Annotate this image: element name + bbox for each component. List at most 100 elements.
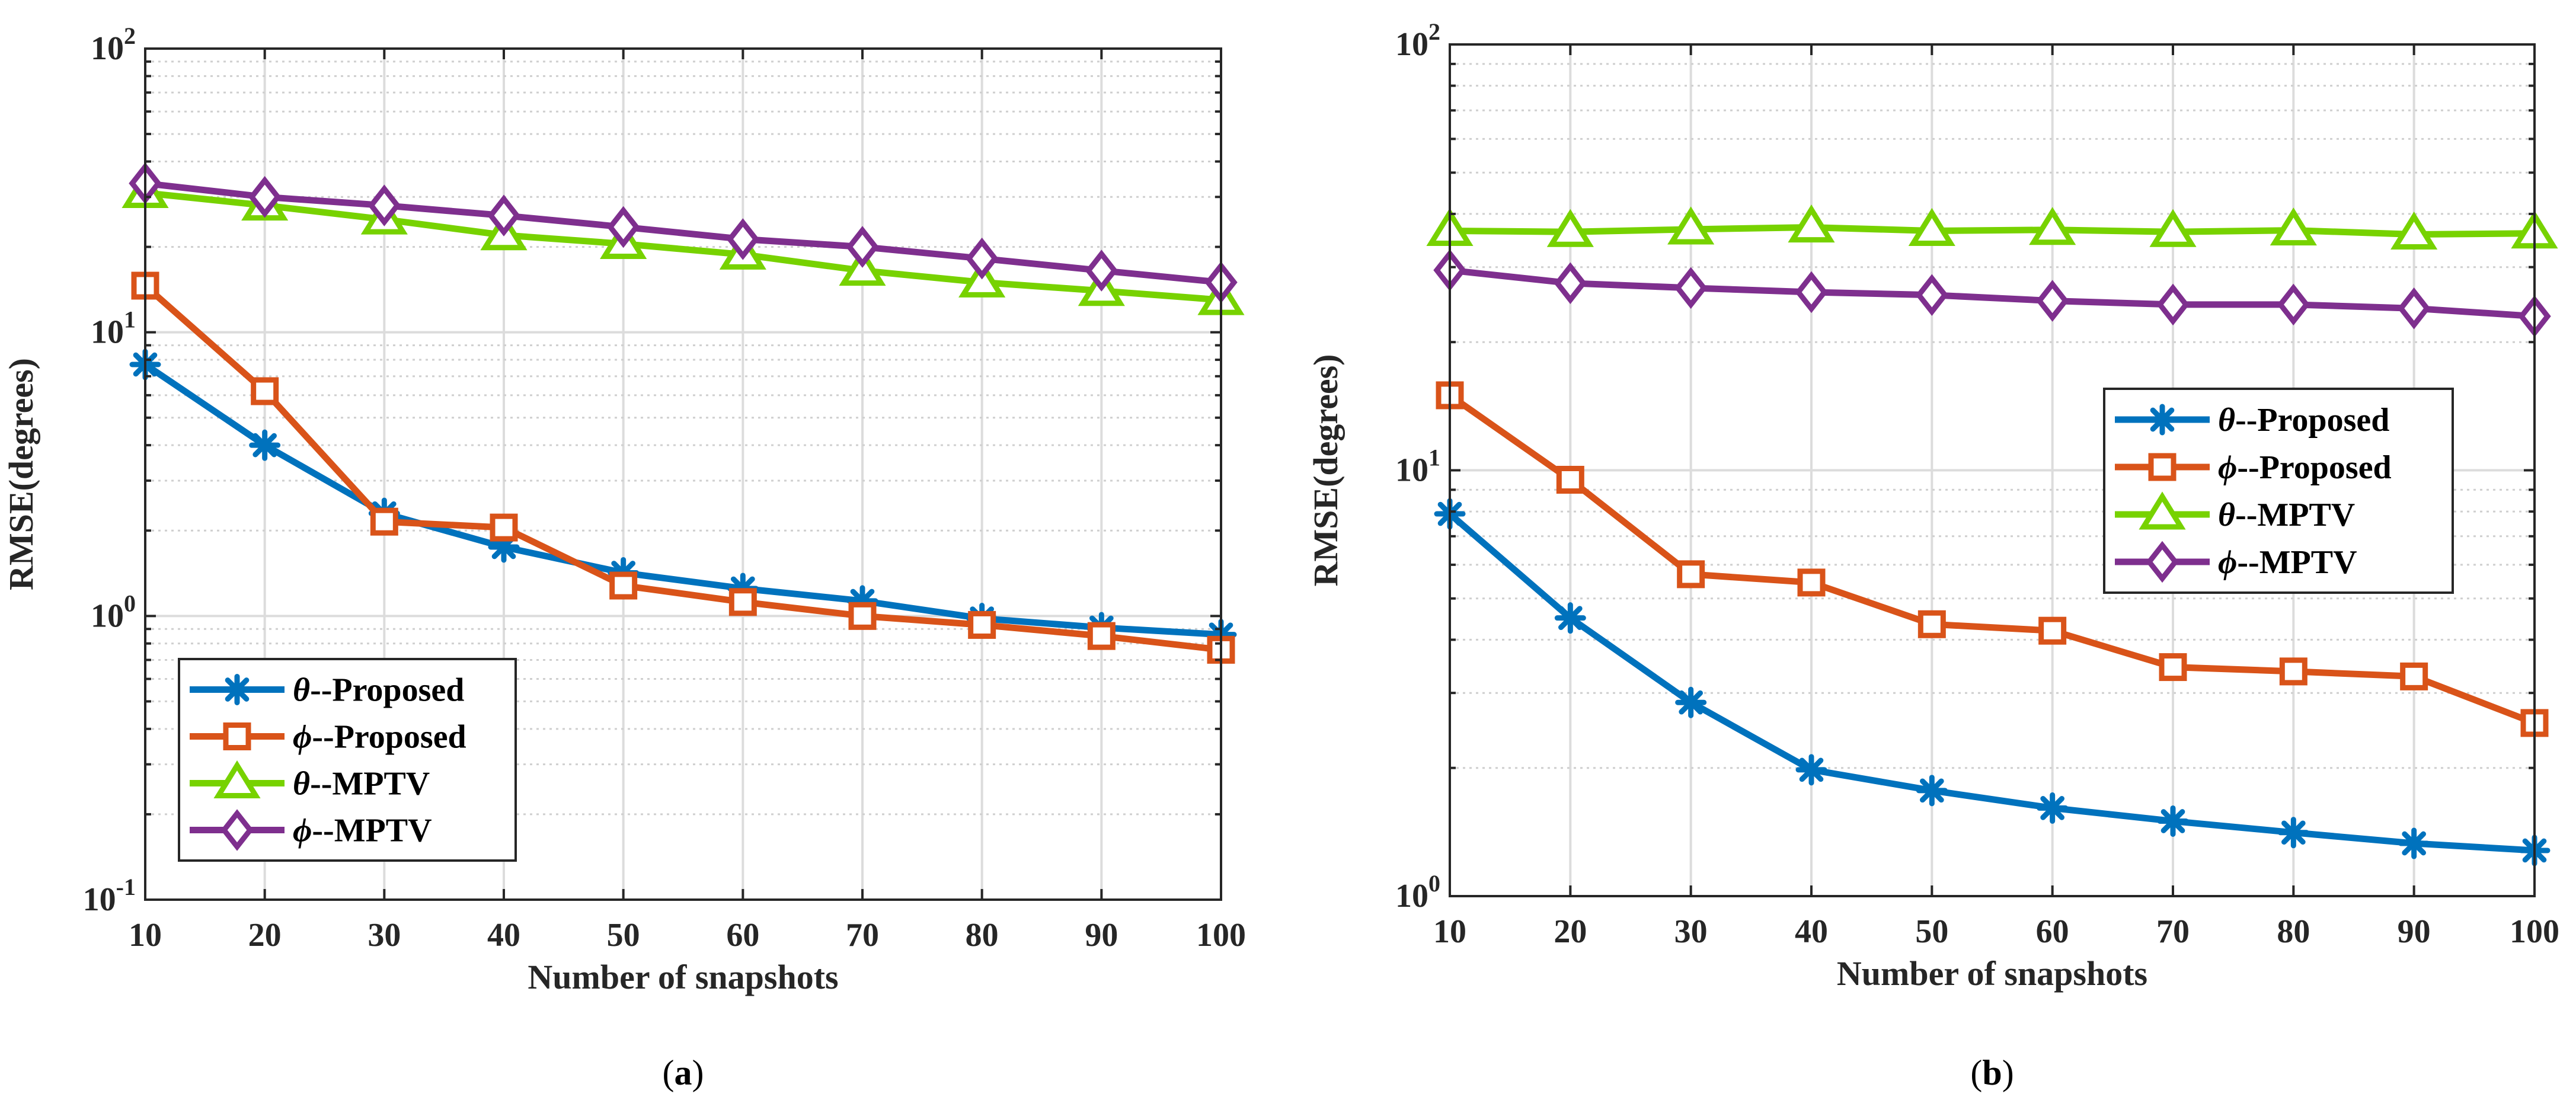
series-line bbox=[1447, 392, 2536, 727]
x-tick-label: 100 bbox=[2510, 913, 2559, 950]
x-tick-label: 70 bbox=[846, 917, 879, 954]
x-tick-label: 90 bbox=[1085, 917, 1118, 954]
data-point bbox=[1556, 466, 1584, 494]
x-tick-label: 100 bbox=[1196, 917, 1246, 954]
legend-marker bbox=[221, 674, 253, 705]
data-point bbox=[1915, 274, 1949, 316]
axes-box bbox=[144, 47, 1222, 901]
data-point bbox=[2035, 280, 2069, 322]
data-point bbox=[1908, 207, 1955, 246]
subfigure-letter: a bbox=[675, 1053, 692, 1092]
data-point bbox=[2270, 207, 2317, 246]
y-tick-label: 102 bbox=[91, 23, 136, 67]
legend-label: θ--MPTV bbox=[2218, 497, 2355, 533]
x-tick-label: 20 bbox=[248, 917, 282, 954]
legend-marker bbox=[223, 722, 251, 750]
data-point bbox=[606, 206, 640, 248]
y-axis-title: RMSE(degrees) bbox=[1306, 354, 1345, 587]
data-point bbox=[2397, 287, 2431, 330]
series-line bbox=[145, 189, 1222, 303]
data-point bbox=[2398, 827, 2430, 859]
data-point bbox=[1674, 267, 1708, 309]
series-line bbox=[143, 283, 1222, 653]
legend-label: ϕ--MPTV bbox=[293, 813, 432, 849]
series-line bbox=[145, 180, 1222, 286]
x-tick-label: 80 bbox=[2277, 913, 2310, 950]
x-tick-label: 60 bbox=[726, 917, 759, 954]
x-tick-label: 70 bbox=[2156, 913, 2190, 950]
data-point bbox=[2029, 207, 2076, 245]
series-line bbox=[1447, 511, 2535, 854]
legend-label: ϕ--MPTV bbox=[2218, 544, 2357, 581]
y-tick-label: 100 bbox=[1395, 870, 1440, 914]
x-axis-title: Number of snapshots bbox=[1837, 954, 2147, 993]
data-point bbox=[2149, 209, 2197, 247]
data-point bbox=[726, 218, 760, 260]
data-point bbox=[728, 588, 757, 616]
data-point bbox=[370, 507, 398, 536]
legend-label: θ--Proposed bbox=[293, 672, 464, 709]
data-point bbox=[1677, 560, 1705, 589]
y-tick-label: 102 bbox=[1395, 18, 1440, 63]
data-point bbox=[2390, 211, 2438, 250]
data-point bbox=[609, 571, 638, 600]
data-point bbox=[968, 610, 996, 639]
data-point bbox=[839, 248, 886, 286]
series-line bbox=[143, 362, 1222, 638]
x-axis-title: Number of snapshots bbox=[528, 958, 838, 996]
data-point bbox=[251, 377, 279, 405]
data-point bbox=[2156, 283, 2190, 326]
x-tick-label: 60 bbox=[2036, 913, 2069, 950]
legend: θ--Proposed ϕ--Proposed θ--MPTV ϕ--MPTV bbox=[2103, 388, 2454, 594]
data-point bbox=[2400, 662, 2428, 690]
legend-marker bbox=[2146, 541, 2179, 583]
y-axis-title: RMSE(degrees) bbox=[2, 358, 40, 590]
data-point bbox=[2277, 817, 2309, 849]
data-point bbox=[848, 602, 877, 630]
x-tick-label: 50 bbox=[1915, 913, 1948, 950]
data-point bbox=[1667, 206, 1715, 245]
series-layer bbox=[122, 162, 1245, 664]
data-point bbox=[2038, 616, 2067, 645]
x-tick-label: 20 bbox=[1554, 913, 1587, 950]
data-point bbox=[1916, 775, 1948, 807]
legend: θ--Proposed ϕ--Proposed θ--MPTV ϕ--MPTV bbox=[178, 658, 517, 862]
legend-label: θ--MPTV bbox=[293, 766, 430, 802]
subfigure-letter: b bbox=[1982, 1053, 2002, 1092]
data-point bbox=[965, 237, 999, 280]
x-tick-label: 10 bbox=[1433, 913, 1466, 950]
data-point bbox=[1795, 754, 1827, 786]
data-point bbox=[1085, 250, 1118, 292]
y-tick-label: 101 bbox=[91, 306, 136, 351]
axis-layer: 10 20 30 40 50 60 70 80 90 100 100 101 102 bbox=[1395, 18, 2559, 950]
x-tick-label: 40 bbox=[1795, 913, 1828, 950]
x-tick-label: 90 bbox=[2398, 913, 2431, 950]
y-tick-label: 10-1 bbox=[83, 874, 136, 918]
legend-label: θ--Proposed bbox=[2218, 402, 2389, 439]
subfigure-label: (b) bbox=[1970, 1053, 2014, 1092]
data-point bbox=[846, 226, 879, 268]
y-tick-label: 100 bbox=[91, 590, 136, 634]
data-point bbox=[1087, 622, 1116, 650]
x-tick-label: 30 bbox=[1674, 913, 1708, 950]
data-point bbox=[1554, 602, 1586, 634]
data-point bbox=[490, 513, 518, 542]
data-point bbox=[1546, 209, 1594, 247]
legend-marker bbox=[220, 809, 254, 851]
data-point bbox=[1797, 568, 1826, 597]
data-point bbox=[249, 429, 281, 461]
data-point bbox=[2279, 657, 2307, 686]
legend-marker bbox=[2139, 491, 2186, 530]
x-tick-label: 50 bbox=[607, 917, 640, 954]
data-point bbox=[1788, 204, 1835, 243]
legend-label: ϕ--Proposed bbox=[293, 719, 466, 756]
series-layer bbox=[1426, 204, 2558, 866]
series-line bbox=[1449, 224, 2535, 238]
data-point bbox=[2157, 805, 2189, 837]
series-line bbox=[1449, 267, 2535, 320]
legend-marker bbox=[213, 760, 261, 798]
data-point bbox=[2277, 283, 2310, 326]
data-point bbox=[1917, 610, 1946, 638]
x-tick-label: 40 bbox=[487, 917, 520, 954]
data-point bbox=[958, 259, 1006, 298]
